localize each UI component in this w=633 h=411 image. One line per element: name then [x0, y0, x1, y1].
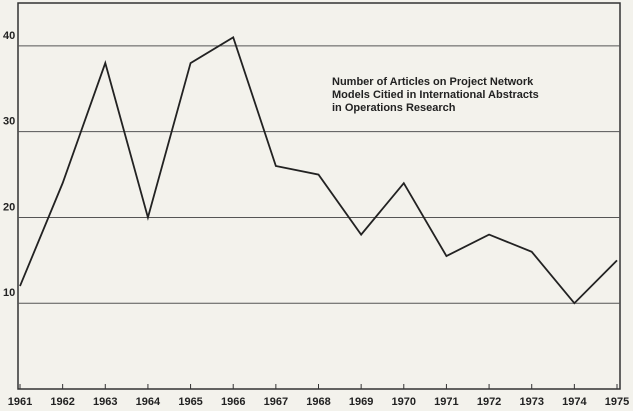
x-tick-label: 1971 [434, 396, 458, 408]
x-tick-label: 1969 [349, 396, 373, 408]
x-tick-label: 1965 [178, 396, 202, 408]
x-tick-label: 1961 [8, 396, 32, 408]
y-tick-label: 40 [3, 30, 15, 42]
x-tick-label: 1974 [562, 396, 587, 408]
x-tick-label: 1967 [264, 396, 288, 408]
y-tick-label: 30 [3, 116, 15, 128]
chart-title: Number of Articles on Project Network Mo… [332, 76, 539, 114]
x-tick-label: 1970 [392, 396, 416, 408]
plot-frame [17, 2, 621, 390]
y-tick-label: 20 [3, 201, 15, 213]
y-tick-label: 10 [3, 287, 15, 299]
x-tick-label: 1964 [136, 396, 161, 408]
x-tick-label: 1966 [221, 396, 245, 408]
title-line: Models Citied in International Abstracts [332, 89, 539, 101]
x-tick-label: 1972 [477, 396, 501, 408]
x-tick-label: 1962 [50, 396, 74, 408]
title-line: Number of Articles on Project Network [332, 76, 534, 88]
x-tick-label: 1975 [605, 396, 629, 408]
x-tick-label: 1968 [306, 396, 330, 408]
x-tick-label: 1963 [93, 396, 117, 408]
title-line: in Operations Research [332, 102, 456, 114]
x-tick-label: 1973 [519, 396, 543, 408]
data-line [19, 35, 618, 305]
